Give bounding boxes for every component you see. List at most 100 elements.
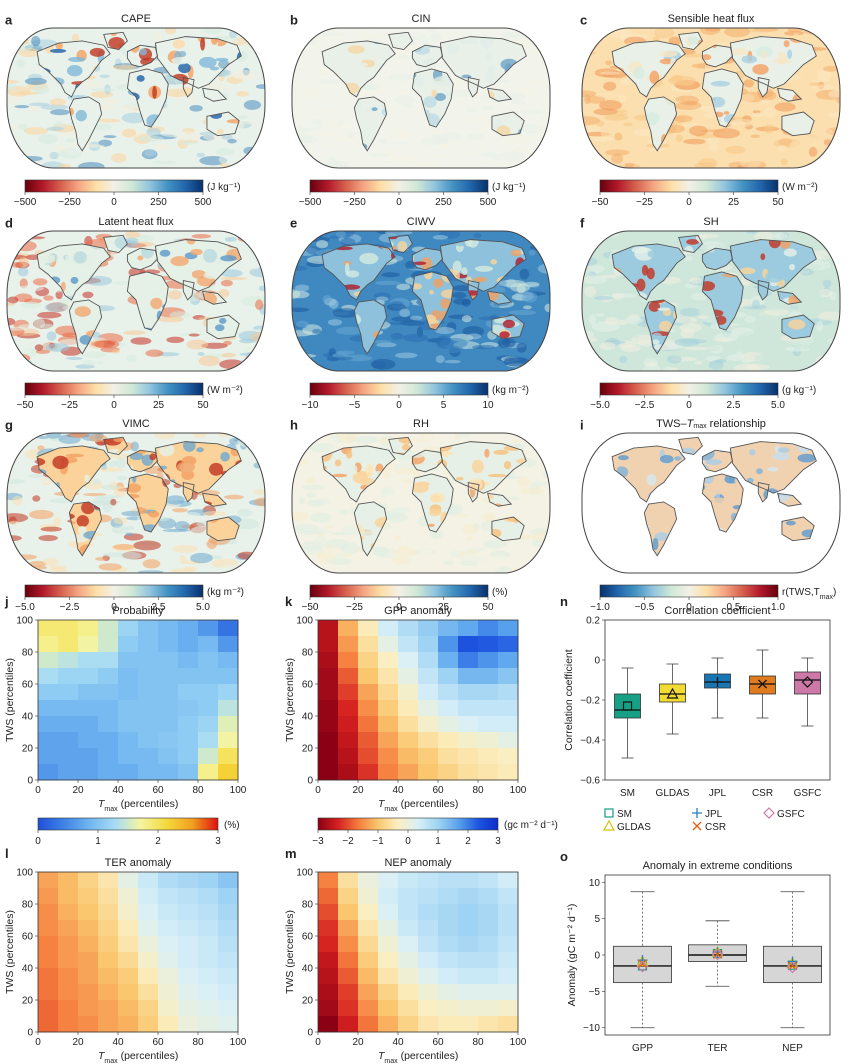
colorbar-tick-label: 2.5 (152, 602, 166, 613)
coastline-asia (154, 441, 242, 494)
ocean-patch (28, 104, 40, 112)
heatmap-cell (378, 684, 399, 701)
ocean-patch (465, 107, 478, 113)
ocean-patch (705, 433, 713, 439)
land-patch (777, 51, 787, 65)
x-tick-label: 40 (392, 785, 404, 796)
ocean-patch (432, 235, 449, 240)
ocean-patch (299, 541, 325, 551)
ocean-patch (510, 561, 529, 569)
ocean-patch (252, 367, 262, 371)
heatmap-cell (178, 920, 199, 937)
ocean-patch (732, 570, 753, 573)
legend-marker-GSFC (763, 807, 775, 819)
heatmap-cell (138, 904, 159, 921)
ocean-patch (828, 90, 840, 98)
colorbar (24, 584, 204, 598)
colorbar (37, 817, 219, 831)
panel-title: RH (413, 418, 429, 430)
ocean-patch (111, 349, 120, 354)
ocean-patch (40, 323, 54, 330)
land-patch (674, 456, 682, 461)
heatmap-cell (458, 872, 479, 889)
heatmap-cell (78, 872, 99, 889)
ocean-patch (414, 162, 440, 168)
ocean-patch (775, 510, 800, 516)
x-tick-label: 80 (192, 1037, 204, 1048)
land-patch (473, 276, 488, 283)
ocean-patch (443, 542, 463, 551)
heatmap-cell (38, 1016, 59, 1033)
ocean-patch (166, 495, 185, 505)
ocean-patch (335, 433, 359, 439)
panel-title: GPP anomaly (384, 605, 452, 617)
ocean-patch (43, 557, 60, 566)
heatmap-cell (58, 716, 79, 733)
ocean-patch (595, 120, 605, 127)
heatmap-cell (58, 888, 79, 905)
coastline-greenland (103, 234, 128, 254)
land-patch (136, 75, 145, 82)
heatmap-cell (138, 764, 159, 781)
heatmap-cell (158, 716, 179, 733)
heatmap-cell (338, 984, 359, 1001)
ocean-patch (700, 549, 727, 555)
ocean-patch (14, 240, 37, 252)
ocean-patch (825, 558, 840, 569)
land-patch (248, 32, 256, 40)
ocean-patch (307, 50, 321, 60)
ocean-patch (295, 320, 309, 328)
ocean-patch (397, 457, 414, 463)
ocean-patch (818, 311, 840, 321)
heatmap-cell (498, 620, 519, 637)
ocean-patch (418, 153, 439, 165)
ocean-patch (830, 354, 838, 359)
land-patch (84, 474, 90, 483)
ocean-patch (544, 303, 550, 313)
land-patch (150, 297, 163, 310)
heatmap-cell (58, 968, 79, 985)
colorbar-unit: (J kg⁻¹) (207, 182, 241, 193)
y-tick-label: 5 (594, 914, 600, 925)
ocean-patch (591, 512, 620, 518)
ocean-patch (474, 118, 497, 125)
heatmap-cell (138, 1016, 159, 1033)
colorbar-tick-label: 0 (111, 602, 117, 613)
ocean-patch (335, 231, 346, 238)
heatmap-cell (458, 984, 479, 1001)
colorbar-unit: (J kg⁻¹) (492, 182, 526, 193)
heatmap-cell (378, 920, 399, 937)
legend-label: GSFC (777, 809, 805, 820)
heatmap-cell (178, 700, 199, 717)
land-patch (347, 45, 365, 54)
heatmap-cell (138, 716, 159, 733)
ocean-patch (367, 557, 386, 565)
coastline-greenland (678, 31, 703, 51)
ocean-patch (67, 147, 81, 156)
heatmap-cell (378, 952, 399, 969)
ocean-patch (822, 279, 832, 288)
x-axis-label: Tmax (percentiles) (378, 798, 458, 813)
ocean-patch (375, 86, 390, 90)
ocean-patch (816, 320, 824, 332)
ocean-patch (45, 433, 62, 439)
ocean-patch (460, 117, 480, 122)
land-patch (467, 472, 487, 482)
ocean-patch (327, 319, 343, 326)
colorbar (599, 179, 779, 193)
y-tick-label: 20 (302, 744, 314, 755)
land-patch (618, 455, 629, 461)
coastline-africa (701, 68, 744, 128)
ocean-patch (7, 83, 17, 90)
heatmap-cell (198, 684, 219, 701)
ocean-patch (251, 266, 259, 270)
x-tick-label: 20 (352, 1037, 364, 1048)
heatmap-cell (118, 716, 139, 733)
ocean-patch (620, 76, 633, 85)
coastline-southAmerica (643, 299, 678, 355)
ocean-patch (461, 315, 472, 323)
land-patch (827, 554, 844, 561)
heatmap-cell (218, 716, 239, 733)
land-patch (658, 320, 673, 332)
land-patch (433, 75, 454, 86)
